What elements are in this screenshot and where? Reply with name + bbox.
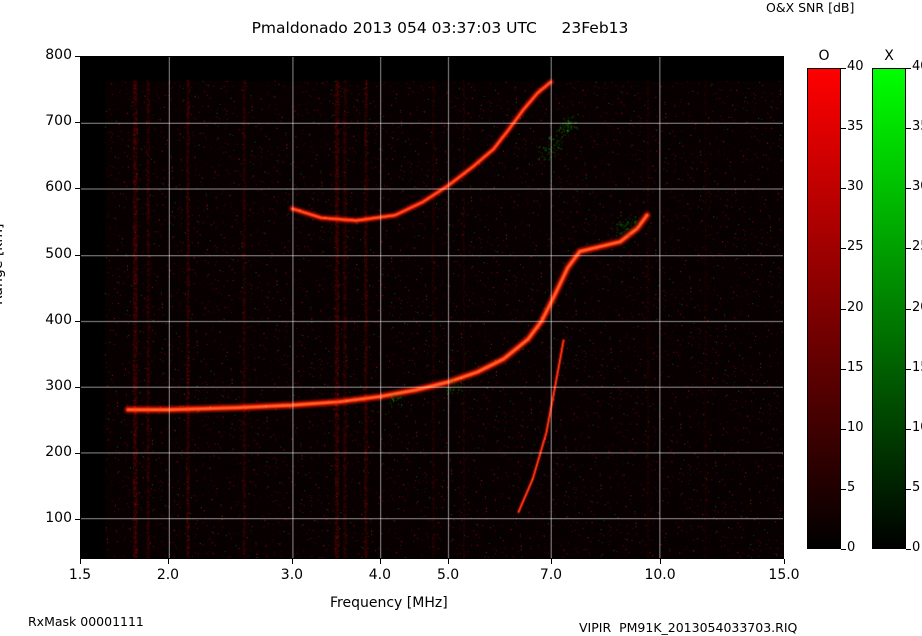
y-tick-label: 600 [45, 179, 72, 196]
colorbar-tick-label: 20 [912, 299, 922, 315]
colorbar-tick-label: 25 [847, 239, 864, 255]
y-tick-mark [75, 453, 80, 455]
x-tick-mark [784, 559, 785, 564]
y-tick-label: 200 [45, 444, 72, 461]
colorbar-o[interactable] [807, 68, 841, 549]
colorbar-tick-mark [841, 428, 846, 430]
colorbar-tick-label: 10 [847, 419, 864, 435]
colorbar-tick-mark [841, 488, 846, 490]
x-tick-mark [660, 559, 662, 564]
y-tick-label: 700 [45, 113, 72, 130]
y-tick-mark [75, 56, 80, 57]
x-tick-label: 7.0 [539, 567, 563, 583]
x-tick-label: 5.0 [436, 567, 460, 583]
x-tick-label: 1.5 [68, 567, 92, 583]
colorbar-tick-mark [841, 549, 846, 550]
colorbar-tick-label: 40 [847, 59, 864, 74]
rxmask-status: RxMask 00001111 [28, 614, 144, 629]
x-tick-mark [80, 559, 81, 564]
y-tick-label: 400 [45, 311, 72, 328]
colorbar-tick-label: 10 [912, 419, 922, 435]
x-tick-mark [448, 559, 450, 564]
y-tick-label: 800 [45, 47, 72, 63]
x-tick-label: 4.0 [368, 567, 391, 583]
y-tick-mark [75, 320, 80, 322]
y-tick-mark [75, 386, 80, 388]
x-tick-mark [167, 559, 169, 564]
colorbar-tick-mark [906, 549, 911, 550]
colorbar-tick-mark [906, 428, 911, 430]
colorbar-tick-label: 35 [912, 119, 922, 135]
colorbar-tick-label: 35 [847, 119, 864, 135]
colorbar-tick-label: 5 [912, 479, 921, 495]
x-tick-label: 15.0 [768, 567, 800, 583]
x-tick-mark [291, 559, 293, 564]
y-tick-mark [75, 122, 80, 124]
colorbar-tick-mark [841, 68, 846, 69]
colorbar-tick-label: 40 [912, 59, 922, 74]
y-axis-label: Range [km] [0, 223, 6, 306]
y-tick-mark [75, 188, 80, 190]
source-file-label: VIPIR PM91K_2013054033703.RIQ [579, 620, 798, 635]
x-tick-mark [550, 559, 552, 564]
x-tick-label: 3.0 [280, 567, 304, 583]
colorbar-tick-mark [841, 368, 846, 370]
colorbar-tick-label: 5 [847, 479, 856, 495]
colorbar-tick-mark [841, 248, 846, 250]
colorbar-tick-label: 0 [912, 540, 921, 555]
colorbar-tick-mark [906, 188, 911, 190]
colorbar-tick-label: 20 [847, 299, 864, 315]
y-tick-mark [75, 254, 80, 256]
x-tick-mark [379, 559, 381, 564]
colorbar-tick-mark [906, 248, 911, 250]
page-title: Pmaldonado 2013 054 03:37:03 UTC 23Feb13 [251, 19, 629, 37]
colorbar-tick-mark [841, 188, 846, 190]
colorbar-tick-mark [906, 368, 911, 370]
ionogram-canvas [81, 57, 783, 558]
x-axis-label: Frequency [MHz] [330, 595, 448, 611]
colorbar-tick-label: 0 [847, 540, 856, 555]
colorbar-o-label: O [818, 48, 830, 64]
x-tick-label: 2.0 [156, 567, 180, 583]
y-tick-label: 300 [45, 377, 72, 394]
colorbar-tick-label: 15 [912, 359, 922, 375]
colorbar-tick-mark [906, 68, 911, 69]
colorbar-tick-mark [841, 308, 846, 310]
colorbar-tick-mark [841, 128, 846, 130]
y-tick-label: 100 [45, 510, 72, 527]
y-tick-label: 500 [45, 245, 72, 262]
y-tick-mark [75, 519, 80, 521]
colorbar-tick-label: 30 [847, 179, 864, 195]
colorbar-x[interactable] [872, 68, 906, 549]
x-tick-label: 10.0 [644, 567, 676, 583]
ionogram-plot[interactable] [80, 56, 784, 559]
colorbar-tick-label: 30 [912, 179, 922, 195]
colorbar-tick-mark [906, 128, 911, 130]
colorbar-x-label: X [884, 48, 894, 64]
colorbar-title: O&X SNR [dB] [766, 0, 855, 15]
colorbar-tick-label: 25 [912, 239, 922, 255]
colorbar-tick-mark [906, 488, 911, 490]
colorbar-tick-label: 15 [847, 359, 864, 375]
colorbar-tick-mark [906, 308, 911, 310]
